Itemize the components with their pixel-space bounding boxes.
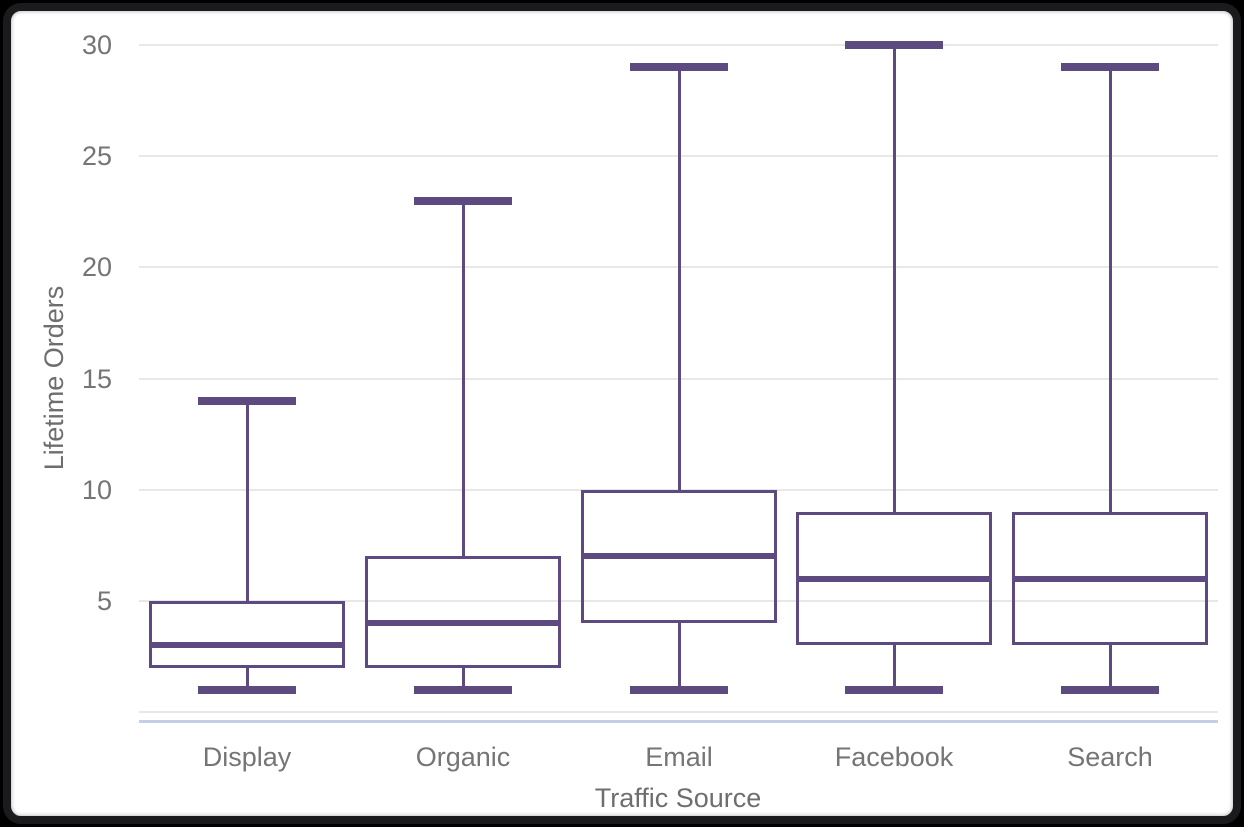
median-line-organic[interactable] [365, 620, 561, 627]
median-line-display[interactable] [149, 642, 345, 649]
box-rect-display[interactable] [149, 600, 345, 668]
x-axis-line [139, 720, 1218, 723]
x-category-label-organic: Organic [415, 742, 511, 772]
x-category-label-display: Display [202, 742, 292, 772]
whisker-upper-facebook[interactable] [892, 45, 896, 512]
whisker-cap-bottom-organic[interactable] [414, 685, 512, 694]
whisker-lower-email[interactable] [677, 623, 681, 690]
x-category-label-facebook: Facebook [834, 742, 954, 772]
whisker-lower-organic[interactable] [461, 667, 465, 690]
whisker-upper-organic[interactable] [461, 200, 465, 557]
whisker-lower-facebook[interactable] [892, 645, 896, 690]
whisker-cap-bottom-display[interactable] [198, 685, 296, 694]
whisker-lower-search[interactable] [1108, 645, 1112, 690]
median-line-email[interactable] [581, 553, 777, 560]
gridline [139, 44, 1218, 47]
y-tick-label: 5 [96, 585, 112, 616]
whisker-upper-display[interactable] [245, 400, 249, 601]
median-line-facebook[interactable] [796, 575, 992, 582]
whisker-cap-bottom-search[interactable] [1061, 685, 1159, 694]
whisker-lower-display[interactable] [245, 667, 249, 690]
y-tick-label: 30 [81, 30, 112, 61]
gridline [139, 711, 1218, 713]
y-tick-label: 15 [81, 363, 112, 394]
y-tick-label: 10 [81, 474, 112, 505]
gridline [139, 599, 1218, 602]
whisker-upper-email[interactable] [677, 67, 681, 490]
x-category-label-email: Email [645, 742, 713, 772]
box-rect-organic[interactable] [365, 556, 561, 668]
y-tick-label: 20 [81, 252, 112, 283]
whisker-upper-search[interactable] [1108, 67, 1112, 512]
whisker-cap-bottom-facebook[interactable] [845, 685, 943, 694]
x-category-label-search: Search [1067, 742, 1153, 772]
whisker-cap-bottom-email[interactable] [630, 685, 728, 694]
x-axis-title: Traffic Source [594, 783, 762, 813]
median-line-search[interactable] [1012, 575, 1208, 582]
y-tick-label: 25 [81, 141, 112, 172]
